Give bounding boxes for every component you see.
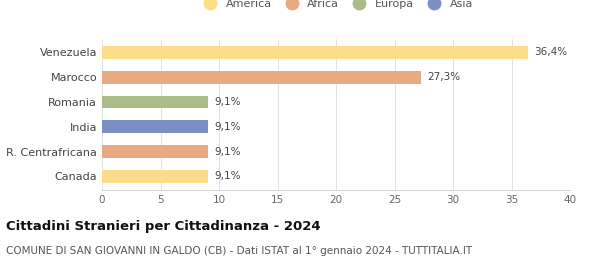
Bar [102,95,208,108]
Bar [102,170,208,183]
Text: Cittadini Stranieri per Cittadinanza - 2024: Cittadini Stranieri per Cittadinanza - 2… [6,220,320,233]
Bar [102,120,208,133]
Bar [102,46,528,59]
Text: 9,1%: 9,1% [214,97,241,107]
Text: 36,4%: 36,4% [534,47,567,57]
Legend: America, Africa, Europa, Asia: America, Africa, Europa, Asia [199,0,473,9]
Text: 27,3%: 27,3% [427,72,460,82]
Text: COMUNE DI SAN GIOVANNI IN GALDO (CB) - Dati ISTAT al 1° gennaio 2024 - TUTTITALI: COMUNE DI SAN GIOVANNI IN GALDO (CB) - D… [6,246,472,256]
Text: 9,1%: 9,1% [214,172,241,181]
Text: 9,1%: 9,1% [214,122,241,132]
Bar [102,145,208,158]
Text: 9,1%: 9,1% [214,147,241,157]
Bar [102,71,421,84]
